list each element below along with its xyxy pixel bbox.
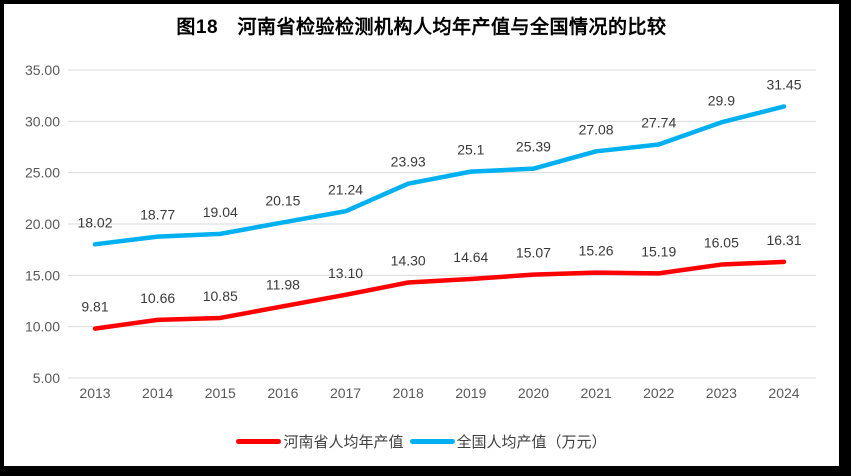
data-label: 31.45	[766, 76, 801, 92]
y-tick-label: 25.00	[25, 165, 60, 181]
y-tick-label: 30.00	[25, 113, 60, 129]
data-label: 15.19	[641, 243, 676, 259]
data-label: 11.98	[266, 276, 300, 292]
legend-label-national: 全国人均产值（万元）	[456, 434, 607, 451]
data-label: 25.39	[516, 139, 551, 155]
data-label: 29.9	[708, 92, 735, 108]
x-tick-label: 2021	[581, 385, 612, 401]
y-tick-label: 20.00	[25, 216, 60, 232]
data-label: 27.08	[579, 121, 614, 137]
data-label: 20.15	[265, 192, 300, 208]
data-label: 23.93	[391, 154, 426, 170]
legend-item-henan: 河南省人均年产值	[236, 431, 404, 452]
data-label: 14.30	[391, 253, 426, 269]
data-label: 18.77	[140, 207, 175, 223]
legend-line-blue-icon	[409, 439, 455, 444]
y-tick-label: 35.00	[25, 62, 60, 78]
y-tick-label: 15.00	[25, 267, 60, 283]
data-label: 14.64	[453, 249, 488, 265]
data-label: 15.07	[516, 245, 551, 261]
data-label: 18.02	[77, 214, 112, 230]
x-tick-label: 2014	[142, 385, 173, 401]
data-label: 16.05	[704, 235, 739, 251]
legend-line-red-icon	[236, 439, 282, 444]
data-label: 13.10	[328, 265, 363, 281]
chart-svg: 5.00 10.00 15.00 20.00 25.00 30.00 35.00 2013 20…	[25, 62, 816, 401]
legend-label-henan: 河南省人均年产值	[283, 434, 404, 451]
data-label: 27.74	[641, 115, 676, 131]
series-line-0	[92, 259, 787, 331]
x-tick-label: 2020	[518, 385, 549, 401]
x-tick-label: 2018	[393, 385, 424, 401]
data-label: 9.81	[81, 299, 108, 315]
chart-container: 图18 河南省检验检测机构人均年产值与全国情况的比较 5.00 10.00 15.0…	[4, 4, 839, 466]
data-label: 15.26	[579, 243, 614, 259]
data-label: 10.66	[140, 290, 175, 306]
data-label: 10.85	[203, 288, 238, 304]
chart-legend: 河南省人均年产值 全国人均产值（万元）	[4, 431, 839, 452]
legend-item-national: 全国人均产值（万元）	[409, 431, 607, 452]
x-tick-label: 2016	[267, 385, 298, 401]
y-tick-label: 5.00	[33, 370, 60, 386]
x-tick-label: 2013	[79, 385, 110, 401]
x-tick-label: 2022	[643, 385, 674, 401]
y-tick-label: 10.00	[25, 319, 60, 335]
data-label: 16.31	[766, 232, 801, 248]
series-line-1	[92, 104, 787, 247]
x-tick-label: 2015	[205, 385, 236, 401]
x-tick-label: 2024	[768, 385, 799, 401]
x-tick-label: 2017	[330, 385, 361, 401]
x-tick-label: 2019	[455, 385, 486, 401]
data-label: 21.24	[328, 181, 363, 197]
data-label: 19.04	[203, 204, 238, 220]
chart-title: 图18 河南省检验检测机构人均年产值与全国情况的比较	[176, 17, 667, 38]
x-tick-label: 2023	[706, 385, 737, 401]
data-label: 25.1	[457, 142, 484, 158]
